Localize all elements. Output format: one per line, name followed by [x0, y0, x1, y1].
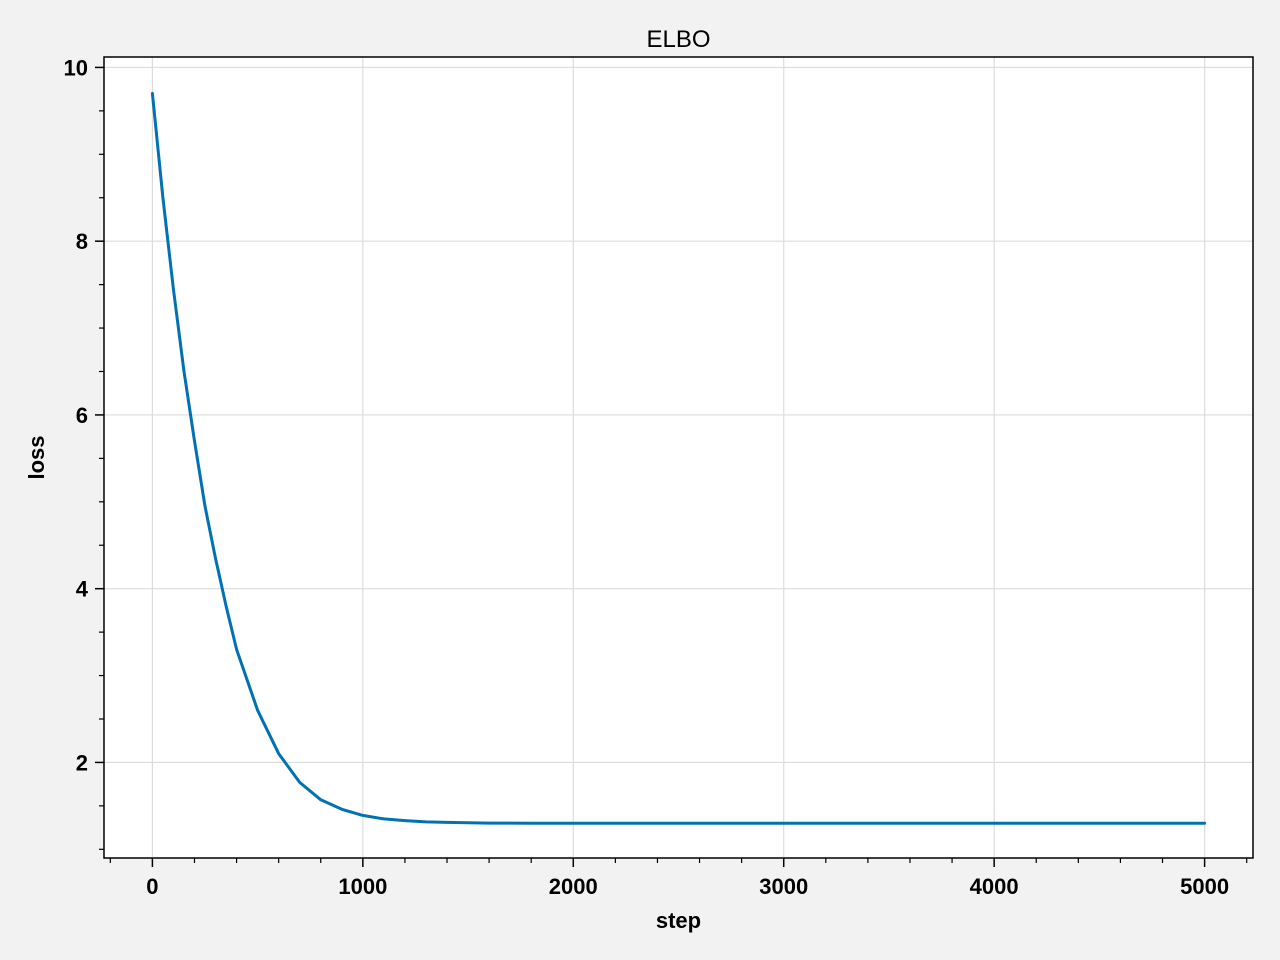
y-tick-label: 10 [64, 55, 88, 80]
x-tick-label: 2000 [549, 874, 598, 899]
plot-area [104, 57, 1253, 858]
x-axis: 0 1000 2000 3000 4000 5000 [109, 858, 1248, 899]
series-layer [150, 92, 1207, 825]
y-tick-label: 4 [76, 577, 89, 602]
x-tick-label: 0 [146, 874, 158, 899]
y-tick-label: 6 [76, 403, 88, 428]
y-tick-label: 2 [76, 750, 88, 775]
y-axis-label: loss [24, 435, 49, 479]
y-tick-label: 8 [76, 229, 88, 254]
y-axis: 2 4 6 8 10 [64, 55, 104, 850]
x-tick-label: 4000 [970, 874, 1019, 899]
plot-frame [103, 56, 1254, 859]
chart-title: ELBO [646, 26, 710, 53]
grid [104, 57, 1253, 858]
series-line [150, 92, 1207, 825]
x-tick-label: 1000 [338, 874, 387, 899]
x-tick-label: 5000 [1180, 874, 1229, 899]
x-axis-label: step [656, 908, 701, 933]
x-tick-label: 3000 [759, 874, 808, 899]
